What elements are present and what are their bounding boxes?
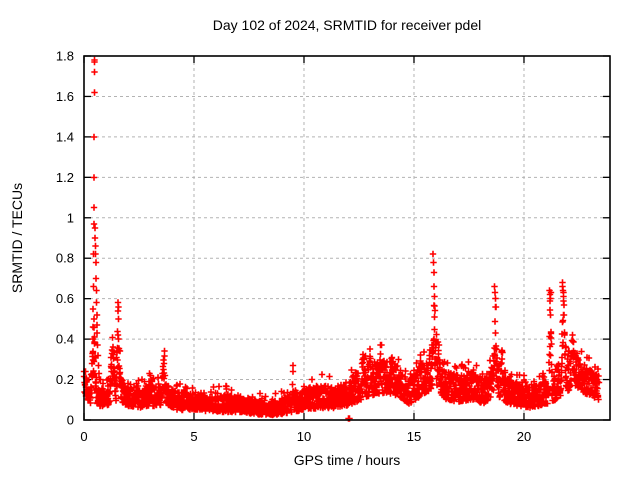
x-axis-label: GPS time / hours (293, 452, 401, 468)
y-tick-label: 1.8 (56, 49, 74, 64)
x-tick-label: 0 (80, 429, 87, 444)
y-tick-label: 0.6 (56, 291, 74, 306)
y-tick-label: 1.2 (56, 170, 74, 185)
y-tick-label: 1.6 (56, 89, 74, 104)
x-tick-label: 5 (190, 429, 197, 444)
chart-title: Day 102 of 2024, SRMTID for receiver pde… (212, 17, 482, 33)
x-tick-label: 10 (297, 429, 311, 444)
y-tick-label: 0.2 (56, 372, 74, 387)
y-tick-label: 0.8 (56, 251, 74, 266)
y-tick-label: 1.4 (56, 129, 74, 144)
plot-border (83, 55, 611, 421)
x-tick-label: 15 (407, 429, 421, 444)
y-tick-label: 0 (67, 413, 74, 428)
y-tick-label: 1 (67, 210, 74, 225)
y-tick-label: 0.4 (56, 332, 74, 347)
tick-labels: 0 0.2 0.4 0.6 0.8 1 1.2 1.4 1.6 1.8 0 5 10 15 20 (56, 49, 531, 445)
x-tick-label: 20 (517, 429, 531, 444)
